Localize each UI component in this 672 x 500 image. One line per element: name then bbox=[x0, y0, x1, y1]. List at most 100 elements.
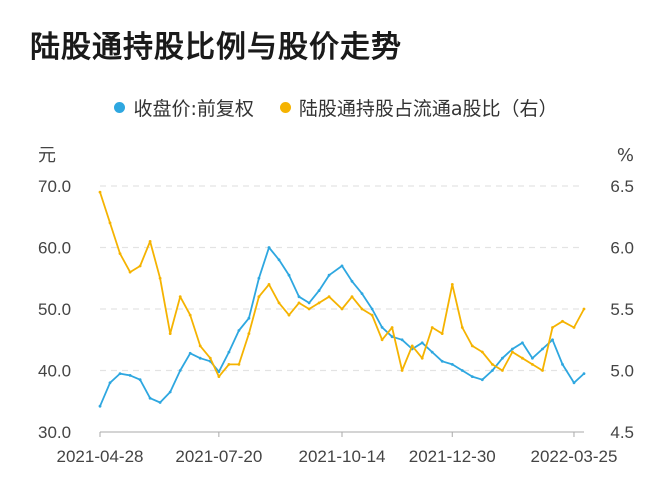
legend-item-holding[interactable]: 陆股通持股占流通a股比（右） bbox=[279, 94, 558, 121]
data-point-price bbox=[390, 335, 394, 339]
data-point-holding bbox=[118, 252, 122, 256]
left-tick-label: 30.0 bbox=[38, 423, 71, 442]
left-tick-label: 70.0 bbox=[38, 177, 71, 196]
data-point-holding bbox=[470, 344, 474, 348]
left-tick-label: 60.0 bbox=[38, 239, 71, 258]
data-point-holding bbox=[267, 283, 271, 286]
data-point-holding bbox=[531, 363, 534, 366]
data-point-holding bbox=[287, 313, 291, 317]
data-point-holding bbox=[521, 356, 524, 360]
data-point-price bbox=[572, 381, 576, 385]
data-point-price bbox=[511, 347, 514, 351]
data-point-price bbox=[108, 381, 112, 385]
data-point-price bbox=[561, 363, 564, 366]
data-point-holding bbox=[188, 313, 192, 317]
data-point-price bbox=[480, 378, 484, 382]
data-point-price bbox=[297, 295, 301, 299]
data-point-price bbox=[521, 341, 524, 345]
x-tick-label: 2021-12-30 bbox=[409, 447, 496, 466]
data-point-price bbox=[327, 273, 331, 277]
data-point-holding bbox=[247, 332, 251, 335]
data-point-holding bbox=[327, 295, 331, 299]
data-point-holding bbox=[277, 301, 281, 305]
data-point-price bbox=[360, 292, 364, 295]
data-point-holding bbox=[491, 363, 494, 366]
data-point-holding bbox=[450, 283, 454, 286]
x-tick-label: 2022-03-25 bbox=[530, 447, 617, 466]
data-point-holding bbox=[410, 344, 414, 348]
legend-item-price[interactable]: 收盘价:前复权 bbox=[114, 94, 254, 121]
data-point-holding bbox=[297, 301, 301, 305]
data-point-holding bbox=[178, 295, 182, 299]
right-tick-label: 4.5 bbox=[610, 423, 634, 442]
data-point-holding bbox=[420, 356, 424, 360]
data-point-holding bbox=[227, 363, 231, 366]
data-point-price bbox=[148, 396, 152, 400]
data-point-price bbox=[158, 401, 162, 404]
data-point-price bbox=[118, 372, 122, 375]
data-point-price bbox=[470, 375, 474, 378]
data-point-holding bbox=[217, 375, 221, 378]
data-point-price bbox=[267, 246, 271, 249]
legend-dot-holding bbox=[279, 102, 291, 113]
x-tick-label: 2021-07-20 bbox=[175, 447, 262, 466]
data-point-price bbox=[307, 301, 311, 305]
data-point-price bbox=[531, 356, 534, 360]
data-point-price bbox=[491, 369, 494, 372]
chart-title: 陆股通持股比例与股价走势 bbox=[30, 30, 402, 65]
data-point-holding bbox=[480, 350, 484, 354]
data-point-price bbox=[450, 363, 454, 366]
data-point-holding bbox=[551, 326, 554, 329]
right-tick-label: 6.5 bbox=[610, 177, 634, 196]
legend-label-holding: 陆股通持股占流通a股比（右） bbox=[298, 98, 558, 120]
data-point-holding bbox=[158, 276, 162, 280]
data-point-price bbox=[188, 351, 192, 355]
data-point-price bbox=[217, 370, 221, 374]
data-point-price bbox=[138, 378, 142, 382]
data-point-holding bbox=[108, 221, 112, 225]
data-point-holding bbox=[208, 356, 212, 360]
data-point-price bbox=[460, 369, 464, 372]
data-point-holding bbox=[400, 369, 404, 372]
data-point-holding bbox=[340, 307, 344, 311]
right-axis-unit: % bbox=[617, 145, 634, 166]
right-tick-label: 5.0 bbox=[610, 362, 634, 381]
data-point-price bbox=[227, 350, 231, 354]
x-tick-label: 2021-04-28 bbox=[57, 447, 144, 466]
data-point-holding bbox=[541, 369, 544, 372]
data-point-holding bbox=[350, 295, 354, 299]
legend-label-price: 收盘价:前复权 bbox=[133, 98, 254, 120]
data-point-price bbox=[541, 347, 544, 351]
x-tick-label: 2021-10-14 bbox=[299, 447, 386, 466]
data-point-price bbox=[247, 316, 251, 320]
data-point-price bbox=[340, 264, 344, 268]
data-point-price bbox=[287, 273, 291, 277]
data-point-price bbox=[178, 369, 182, 372]
data-point-price bbox=[370, 307, 374, 311]
data-point-holding bbox=[430, 326, 434, 329]
data-point-price bbox=[440, 359, 444, 363]
data-point-holding bbox=[360, 307, 364, 311]
data-point-price bbox=[168, 390, 172, 394]
data-point-holding bbox=[390, 326, 394, 329]
data-point-holding bbox=[511, 350, 514, 354]
data-point-price bbox=[98, 404, 102, 408]
data-point-price bbox=[551, 338, 554, 342]
data-point-price bbox=[257, 276, 261, 280]
data-point-price bbox=[400, 338, 404, 342]
data-point-price bbox=[317, 289, 321, 292]
data-point-holding bbox=[237, 363, 241, 366]
data-point-holding bbox=[128, 270, 132, 274]
data-point-price bbox=[128, 374, 132, 377]
data-point-holding bbox=[148, 240, 152, 243]
right-tick-label: 6.0 bbox=[610, 239, 634, 258]
data-point-holding bbox=[257, 295, 261, 299]
data-point-price bbox=[420, 341, 424, 345]
data-point-price bbox=[380, 326, 384, 329]
data-point-holding bbox=[98, 190, 102, 194]
left-tick-label: 50.0 bbox=[38, 300, 71, 319]
data-point-holding bbox=[168, 332, 172, 335]
legend-dot-price bbox=[114, 102, 126, 113]
data-point-price bbox=[237, 329, 241, 332]
